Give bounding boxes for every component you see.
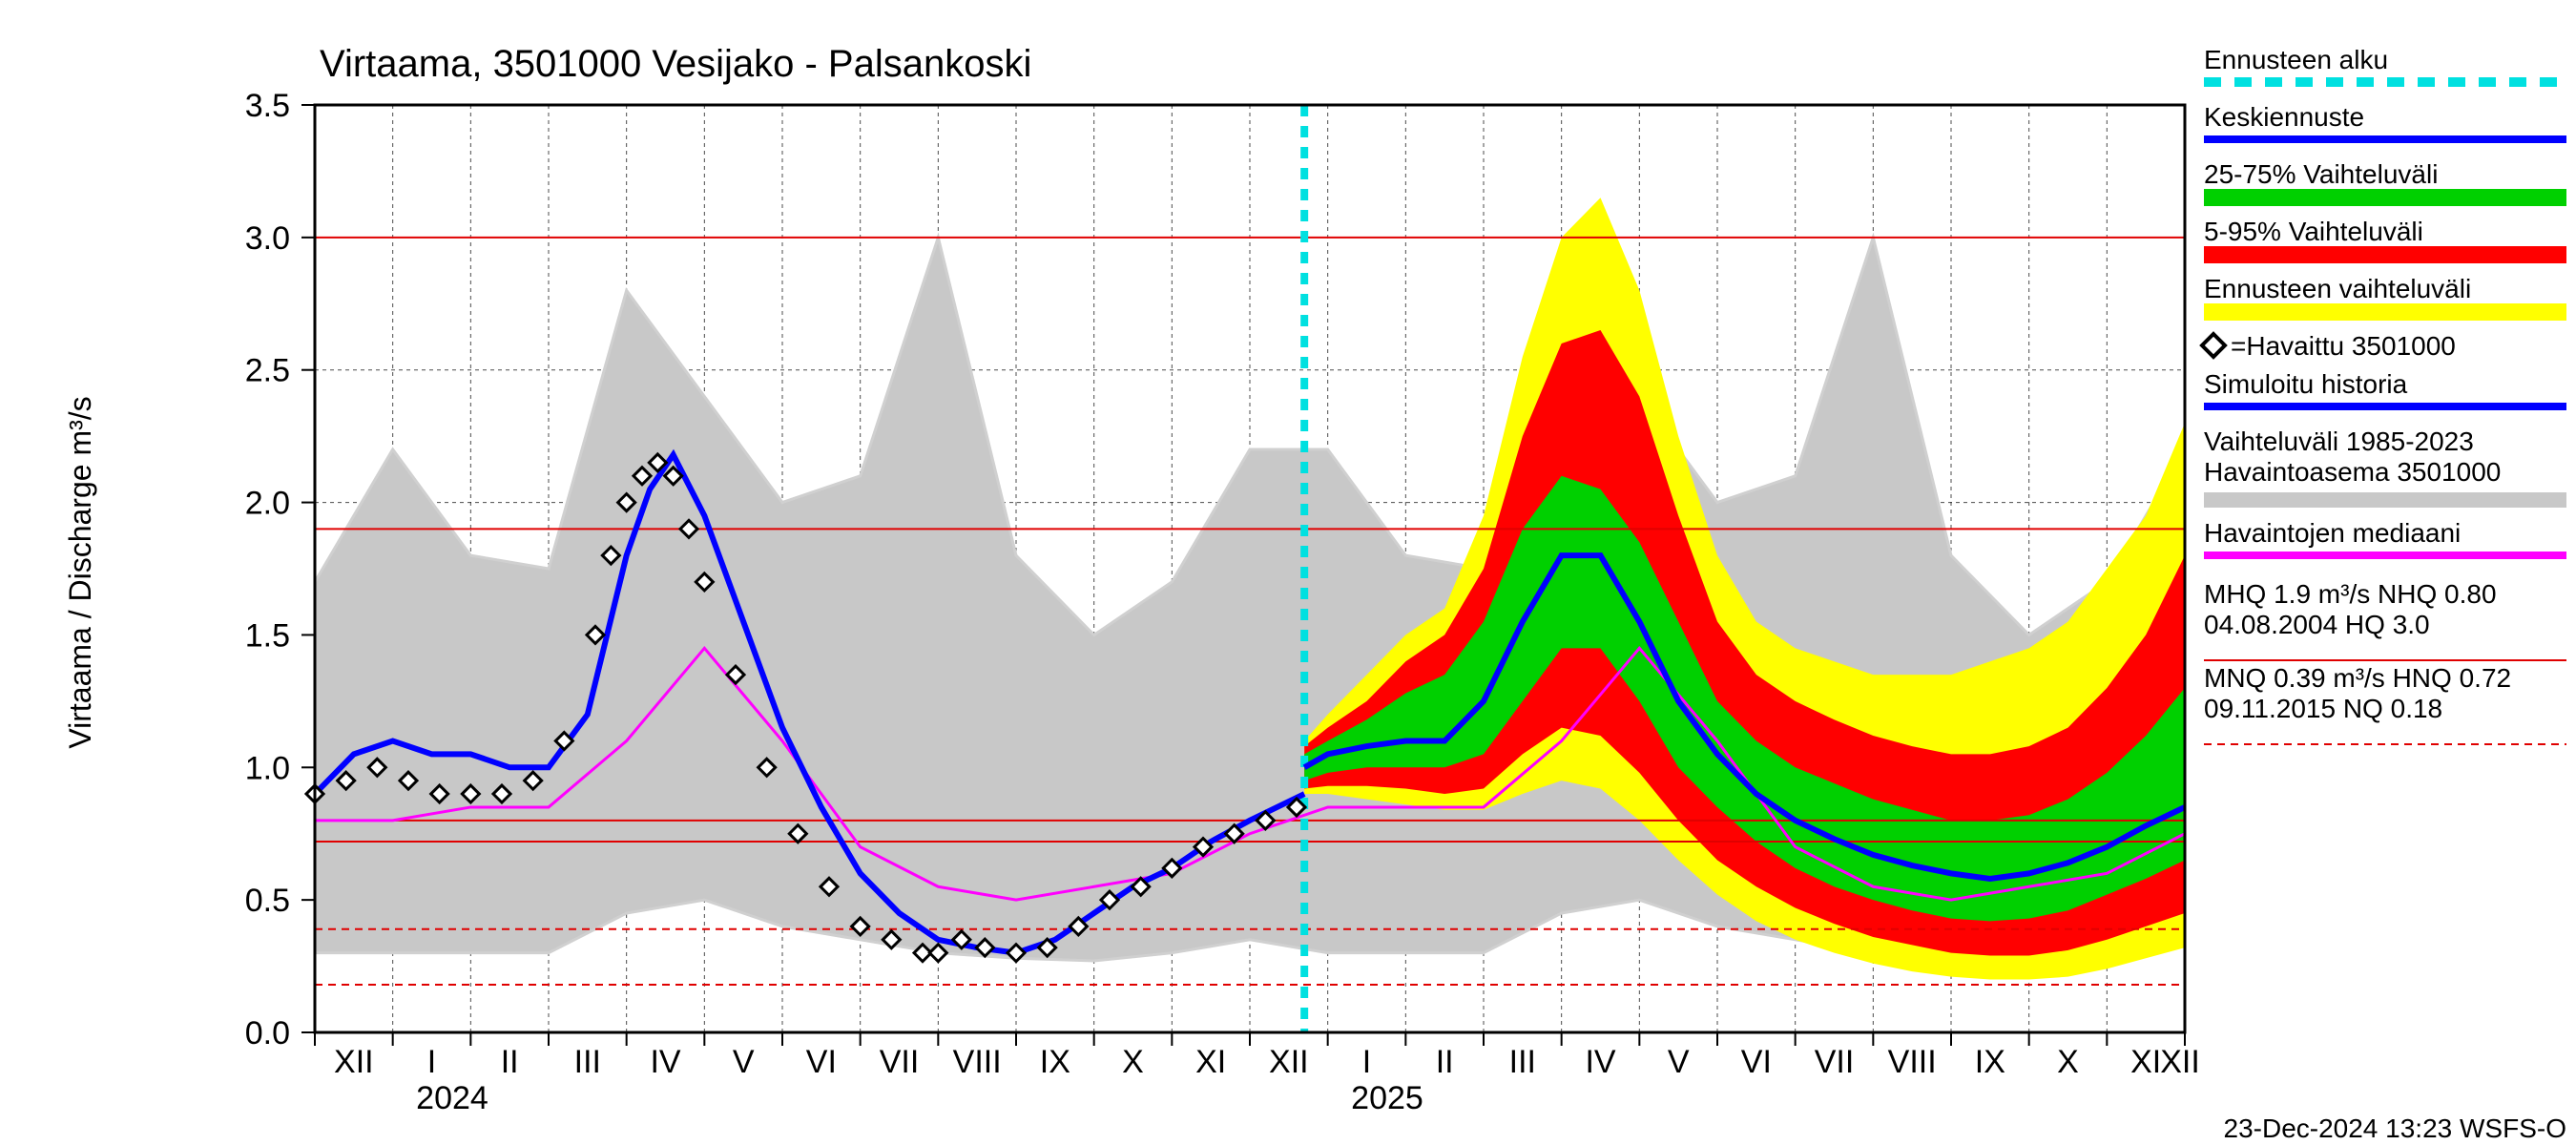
legend-label: Ennusteen alku xyxy=(2204,45,2388,74)
y-tick: 1.5 xyxy=(245,617,290,654)
legend-label: 25-75% Vaihteluväli xyxy=(2204,159,2438,189)
x-tick: VI xyxy=(1741,1044,1772,1080)
y-axis-label: Virtaama / Discharge m³/s xyxy=(63,396,97,748)
x-tick: X xyxy=(2057,1044,2079,1080)
stat-line: MNQ 0.39 m³/s HNQ 0.72 xyxy=(2204,663,2511,693)
y-tick: 1.0 xyxy=(245,750,290,786)
stat-text: MHQ 1.9 m³/s NHQ 0.8004.08.2004 HQ 3.0 MN… xyxy=(2204,579,2566,744)
stat-line: 09.11.2015 NQ 0.18 xyxy=(2204,694,2442,723)
x-tick: IX xyxy=(1040,1044,1070,1080)
x-tick: XI xyxy=(2130,1044,2161,1080)
stat-line: MHQ 1.9 m³/s NHQ 0.80 xyxy=(2204,579,2497,609)
legend-label: Vaihteluväli 1985-2023 xyxy=(2204,427,2474,456)
y-tick: 0.5 xyxy=(245,883,290,919)
legend: Ennusteen alku Keskiennuste 25-75% Vaihtel… xyxy=(2202,45,2566,555)
legend-swatch xyxy=(2204,246,2566,263)
x-tick: IV xyxy=(1585,1044,1615,1080)
x-tick: III xyxy=(1509,1044,1536,1080)
x-tick: V xyxy=(1668,1044,1690,1080)
x-tick: VII xyxy=(1815,1044,1855,1080)
x-tick: VII xyxy=(880,1044,920,1080)
year-label: 2025 xyxy=(1351,1080,1423,1116)
chart-title: Virtaama, 3501000 Vesijako - Palsankoski xyxy=(320,43,1031,85)
legend-swatch xyxy=(2204,492,2566,508)
x-tick: I xyxy=(427,1044,436,1080)
legend-label: Keskiennuste xyxy=(2204,102,2364,132)
legend-diamond-icon xyxy=(2202,334,2225,357)
x-tick: XII xyxy=(2160,1044,2200,1080)
x-tick: IV xyxy=(650,1044,680,1080)
legend-label: Havaintoasema 3501000 xyxy=(2204,457,2501,487)
x-tick: XII xyxy=(334,1044,374,1080)
legend-swatch xyxy=(2204,189,2566,206)
stat-line: 04.08.2004 HQ 3.0 xyxy=(2204,610,2430,639)
x-tick: III xyxy=(574,1044,601,1080)
y-tick: 2.0 xyxy=(245,486,290,522)
x-tick: IX xyxy=(1975,1044,2005,1080)
x-tick: XII xyxy=(1269,1044,1309,1080)
legend-swatch xyxy=(2204,303,2566,321)
y-tick: 2.5 xyxy=(245,353,290,389)
year-label: 2024 xyxy=(416,1080,488,1116)
discharge-chart: Virtaama, 3501000 Vesijako - Palsankoski… xyxy=(0,0,2576,1145)
x-tick: II xyxy=(1436,1044,1454,1080)
legend-label: =Havaittu 3501000 xyxy=(2231,331,2456,361)
x-tick: VIII xyxy=(953,1044,1002,1080)
x-tick: VIII xyxy=(1888,1044,1937,1080)
x-tick: VI xyxy=(806,1044,837,1080)
y-tick: 3.0 xyxy=(245,220,290,257)
y-tick: 3.5 xyxy=(245,88,290,124)
legend-label: Ennusteen vaihteluväli xyxy=(2204,274,2471,303)
x-tick: V xyxy=(733,1044,755,1080)
y-tick: 0.0 xyxy=(245,1015,290,1051)
x-tick: XI xyxy=(1195,1044,1226,1080)
legend-label: Simuloitu historia xyxy=(2204,369,2408,399)
legend-label: Havaintojen mediaani xyxy=(2204,518,2461,548)
x-tick-labels: XIIIIIIIIIVVVIVIIVIIIIXXXIXIIIIIIIIIVVVI… xyxy=(315,1032,2200,1116)
footer-timestamp: 23-Dec-2024 13:23 WSFS-O xyxy=(2224,1114,2567,1143)
y-tick-labels: 0.0 0.5 1.0 1.5 2.0 2.5 3.0 3.5 xyxy=(245,88,315,1051)
x-tick: I xyxy=(1362,1044,1371,1080)
x-tick: X xyxy=(1122,1044,1144,1080)
legend-label: 5-95% Vaihteluväli xyxy=(2204,217,2423,246)
chart-container: Virtaama, 3501000 Vesijako - Palsankoski… xyxy=(0,0,2576,1145)
x-tick: II xyxy=(501,1044,519,1080)
